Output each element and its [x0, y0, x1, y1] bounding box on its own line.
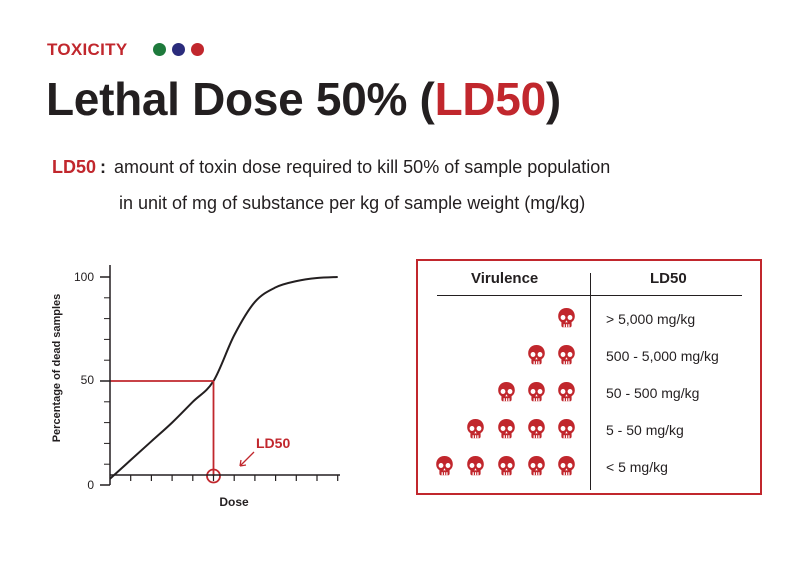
skull-icon	[557, 455, 576, 477]
category-label: TOXICITY	[47, 40, 128, 59]
ld50-range-row-2: 500 - 5,000 mg/kg	[606, 348, 719, 364]
ld50-range-row-1: > 5,000 mg/kg	[606, 311, 696, 327]
blue-dot	[172, 43, 185, 56]
skull-icon	[527, 455, 546, 477]
table-header-rule	[437, 295, 742, 296]
y-axis-title: Percentage of dead samples	[51, 294, 63, 443]
ld50-marker-circle	[206, 468, 221, 484]
table-column-divider	[590, 273, 591, 490]
skull-icon	[557, 307, 576, 329]
green-dot	[153, 43, 166, 56]
skull-icon	[435, 455, 454, 477]
skull-icon	[557, 381, 576, 403]
definition-text-1: amount of toxin dose required to kill 50…	[114, 157, 611, 177]
ld50-range-row-3: 50 - 500 mg/kg	[606, 385, 700, 401]
skull-icon	[466, 418, 485, 440]
page-title: Lethal Dose 50% (LD50)	[46, 72, 561, 126]
definition-line-1: LD50: amount of toxin dose required to ki…	[52, 157, 610, 178]
virulence-table	[416, 259, 762, 495]
skull-icon	[497, 381, 516, 403]
x-axis-title: Dose	[219, 495, 249, 509]
virulence-header: Virulence	[471, 270, 539, 287]
skull-icon	[527, 381, 546, 403]
y-tick-label-50: 50	[81, 373, 95, 387]
ld50-annotation-arrow	[239, 451, 255, 467]
title-end: )	[545, 73, 561, 125]
title-main: Lethal Dose 50% (	[46, 73, 435, 125]
skull-icon	[497, 418, 516, 440]
ld50-annotation: LD50	[256, 435, 290, 451]
ld50-range-row-5: < 5 mg/kg	[606, 459, 668, 475]
skull-icon	[527, 344, 546, 366]
title-accent: LD50	[434, 73, 547, 125]
ld50-range-row-4: 5 - 50 mg/kg	[606, 422, 684, 438]
y-tick-label-0: 0	[87, 478, 94, 492]
y-tick-label-100: 100	[74, 270, 94, 284]
dose-response-curve	[109, 276, 338, 480]
skull-icon	[527, 418, 546, 440]
definition-colon: :	[100, 157, 107, 177]
ld50-header: LD50	[650, 270, 687, 287]
definition-term: LD50	[52, 157, 97, 177]
skull-icon	[557, 418, 576, 440]
skull-icon	[557, 344, 576, 366]
skull-icon	[466, 455, 485, 477]
skull-icon	[497, 455, 516, 477]
definition-line-2: in unit of mg of substance per kg of sam…	[119, 193, 586, 213]
red-dot	[191, 43, 204, 56]
color-dots	[153, 43, 204, 56]
dose-response-chart: Percentage of dead samples 0 50 100 Dose…	[51, 265, 340, 509]
